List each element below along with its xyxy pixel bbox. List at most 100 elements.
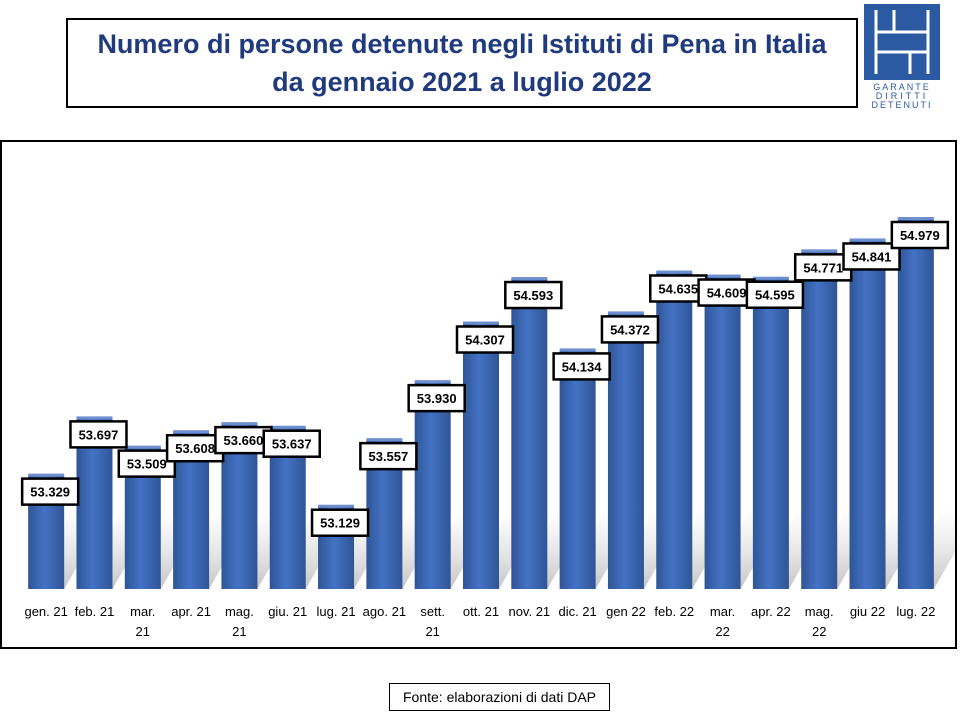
data-label-text: 54.771 — [803, 260, 843, 275]
data-label-17: 54.771 — [793, 253, 853, 282]
data-label-text: 54.307 — [465, 333, 505, 348]
bar-top-19 — [897, 217, 934, 220]
x-tick-label-14: feb. 22 — [654, 604, 694, 619]
bar-top-4 — [173, 430, 210, 434]
data-label-text: 53.509 — [127, 457, 167, 472]
data-label-3: 53.509 — [117, 449, 177, 478]
data-label-15: 54.609 — [697, 278, 756, 307]
data-label-box — [69, 420, 128, 449]
data-label-16: 54.595 — [745, 280, 805, 309]
bar-15 — [704, 276, 741, 589]
data-label-box — [407, 383, 466, 413]
x-tick-label-3: mar. 21 — [130, 604, 155, 639]
data-label-box — [504, 280, 563, 310]
logo-text-1: GARANTE — [873, 82, 931, 92]
bar-chart: 53.329 53.697 53.509 53.608 53.660 53.637 53.1… — [20, 217, 955, 639]
data-label-text: 53.660 — [224, 433, 264, 448]
bar-18 — [849, 240, 886, 589]
data-label-12: 54.134 — [552, 352, 611, 381]
data-label-text: 54.841 — [852, 249, 892, 264]
data-label-box — [890, 220, 950, 250]
data-label-8: 53.557 — [359, 441, 418, 471]
bar-top-13 — [607, 311, 644, 315]
data-label-9: 53.930 — [407, 383, 466, 413]
data-label-box — [359, 441, 418, 471]
data-label-19: 54.979 — [890, 220, 950, 250]
logo-symbol — [874, 10, 930, 74]
x-tick-label-12: dic. 21 — [558, 604, 596, 619]
x-tick-label-4: apr. 21 — [171, 604, 211, 619]
garante-logo: GARANTE DIRITTI DETENUTI — [864, 4, 940, 110]
data-label-box — [310, 508, 370, 537]
data-label-text: 54.134 — [562, 359, 603, 374]
bar-top-8 — [366, 438, 403, 442]
bar-top-6 — [269, 425, 306, 429]
x-tick-label-7: lug. 21 — [317, 604, 356, 619]
bar-top-16 — [752, 276, 789, 280]
data-label-13: 54.372 — [600, 315, 660, 344]
data-label-box — [262, 429, 321, 458]
x-tick-label-17: mag. 22 — [805, 604, 834, 639]
bar-top-11 — [511, 277, 548, 281]
data-label-6: 53.637 — [262, 429, 321, 458]
x-tick-label-19: lug. 22 — [896, 604, 935, 619]
bar-11 — [511, 279, 548, 589]
data-label-box — [793, 253, 853, 282]
data-label-box — [20, 477, 80, 506]
bar-17 — [801, 251, 838, 589]
x-tick-label-9: sett. 21 — [420, 604, 445, 639]
source-note: Fonte: elaborazioni di dati DAP — [389, 683, 610, 711]
bar-top-15 — [704, 274, 741, 278]
x-tick-label-6: giu. 21 — [268, 604, 307, 619]
bar-14 — [656, 272, 693, 589]
data-label-text: 53.608 — [175, 441, 215, 456]
bar-top-7 — [318, 504, 355, 508]
data-label-18: 54.841 — [842, 242, 901, 271]
bar-top-18 — [849, 238, 886, 242]
x-tick-label-10: ott. 21 — [463, 604, 499, 619]
bar-top-9 — [414, 380, 451, 384]
data-label-box — [697, 278, 756, 307]
x-tick-label-15: mar. 22 — [710, 604, 735, 639]
bar-13 — [607, 313, 644, 589]
data-label-text: 53.329 — [30, 485, 70, 500]
x-tick-label-2: feb. 21 — [75, 604, 115, 619]
chart-title-box: Numero di persone detenute negli Istitut… — [66, 18, 858, 108]
bar-12 — [559, 350, 596, 589]
data-label-box — [745, 280, 805, 309]
data-label-10: 54.307 — [455, 325, 515, 354]
data-label-box — [649, 274, 708, 303]
bar-top-3 — [124, 445, 161, 449]
x-tick-label-13: gen 22 — [606, 604, 646, 619]
data-label-11: 54.593 — [504, 280, 563, 310]
data-label-text: 54.595 — [755, 288, 795, 303]
logo-text-3: DETENUTI — [872, 100, 933, 110]
bar-top-1 — [28, 473, 65, 477]
x-tick-label-8: ago. 21 — [363, 604, 406, 619]
data-label-1: 53.329 — [20, 477, 80, 506]
bar-top-14 — [656, 270, 693, 274]
data-label-box — [842, 242, 901, 271]
data-label-14: 54.635 — [649, 274, 708, 303]
bar-16 — [752, 278, 789, 589]
bar-top-2 — [76, 416, 113, 420]
bar-9 — [414, 382, 451, 589]
data-label-box — [600, 315, 660, 344]
data-label-7: 53.129 — [310, 508, 370, 537]
data-label-text: 53.557 — [368, 449, 408, 464]
data-label-text: 54.979 — [900, 228, 940, 243]
data-label-2: 53.697 — [69, 420, 128, 449]
data-label-text: 54.609 — [707, 286, 747, 301]
x-tick-label-5: mag. 21 — [225, 604, 254, 639]
chart-frame: 53.329 53.697 53.509 53.608 53.660 53.637 53.1… — [0, 140, 957, 649]
chart-title: Numero di persone detenute negli Istitut… — [97, 29, 827, 97]
x-tick-label-1: gen. 21 — [24, 604, 67, 619]
data-label-text: 53.129 — [320, 516, 360, 531]
data-label-box — [552, 352, 611, 381]
x-tick-label-16: apr. 22 — [751, 604, 791, 619]
data-label-text: 54.593 — [513, 288, 553, 303]
data-label-text: 53.637 — [272, 437, 312, 452]
logo-text-2: DIRITTI — [876, 91, 929, 101]
bar-top-5 — [221, 422, 258, 426]
bar-19 — [897, 219, 934, 589]
